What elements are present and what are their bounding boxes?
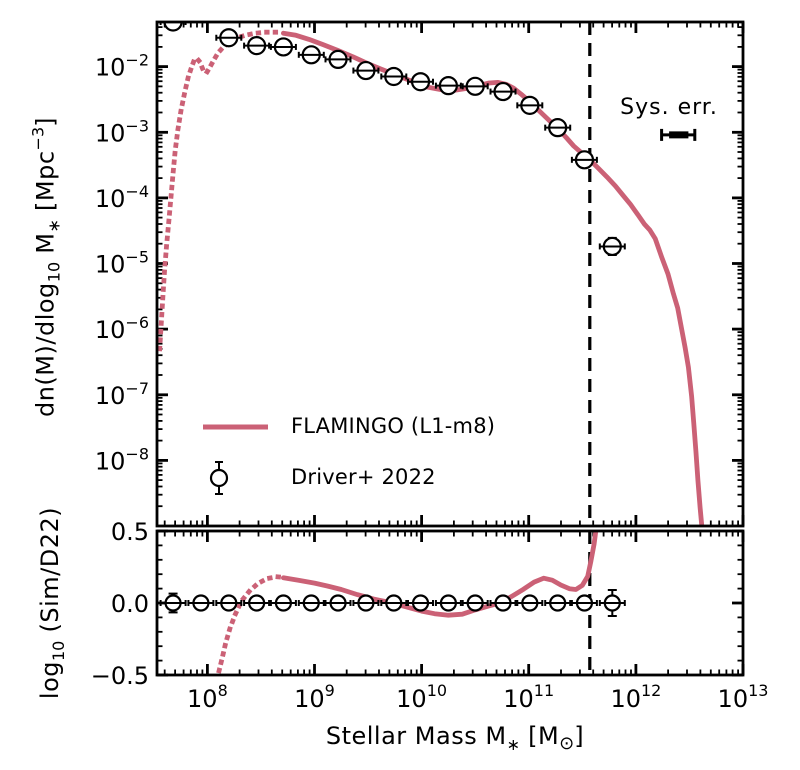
svg-text:10−8: 10−8 — [95, 444, 149, 475]
svg-text:−0.5: −0.5 — [91, 662, 149, 690]
svg-text:10−3: 10−3 — [95, 116, 149, 147]
svg-text:1010: 1010 — [396, 681, 447, 713]
svg-text:0.5: 0.5 — [111, 518, 149, 546]
xlabel-text: Stellar Mass M — [325, 722, 507, 750]
svg-text:108: 108 — [187, 681, 228, 713]
ylabel-ratio-text: log — [36, 661, 64, 700]
svg-text:10−2: 10−2 — [95, 51, 149, 82]
legend-label-flamingo: FLAMINGO (L1-m8) — [291, 414, 496, 438]
svg-text:10−6: 10−6 — [95, 313, 149, 344]
y-axis-label-main: dn(M)/dlog10 M∗ [Mpc−3] — [28, 116, 64, 418]
svg-text:10−4: 10−4 — [95, 182, 149, 213]
svg-text:0.0: 0.0 — [111, 590, 149, 618]
svg-text:1011: 1011 — [503, 681, 554, 713]
sys-err-label: Sys. err. — [620, 95, 718, 120]
legend-label-driver: Driver+ 2022 — [291, 465, 436, 489]
ylabel-main-text: dn(M)/dlog — [31, 282, 60, 418]
svg-text:10−5: 10−5 — [95, 248, 149, 279]
svg-text:109: 109 — [294, 681, 335, 713]
svg-text:1012: 1012 — [610, 681, 661, 713]
svg-text:10−7: 10−7 — [95, 379, 149, 410]
y-axis-label-ratio: log10 (Sim/D22) — [36, 506, 68, 700]
x-axis-label: Stellar Mass M∗ [M⊙] — [325, 722, 585, 754]
svg-text:1013: 1013 — [718, 681, 769, 713]
